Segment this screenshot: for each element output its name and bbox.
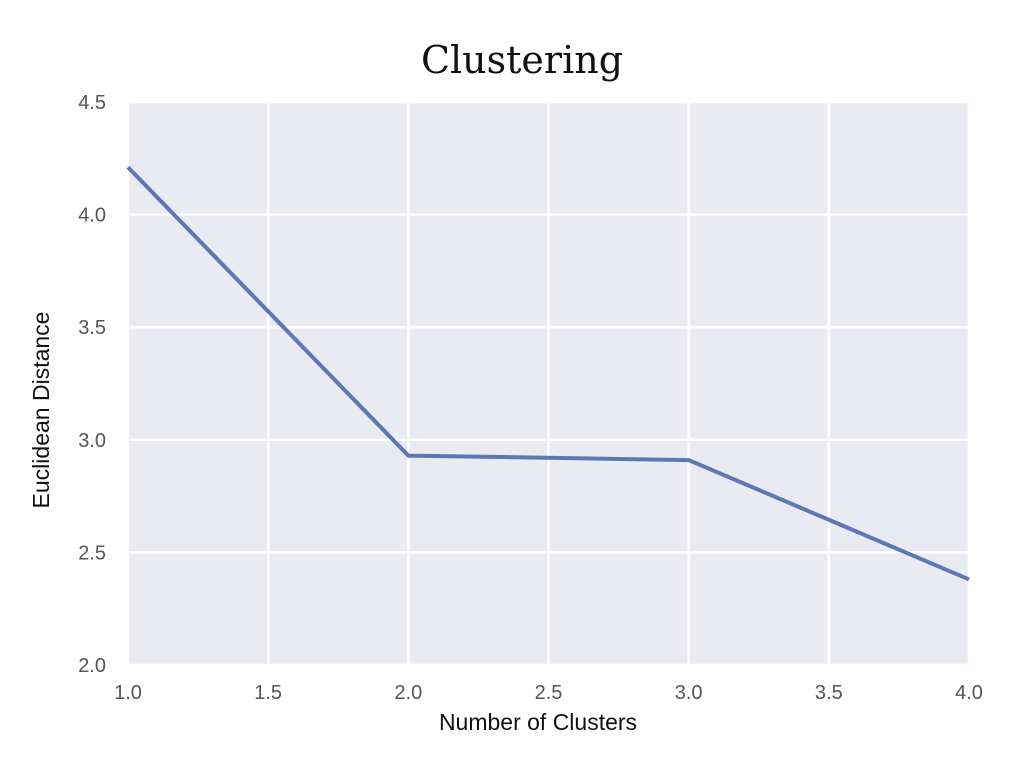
y-tick-label: 3.5 — [78, 317, 106, 339]
x-tick-label: 3.5 — [815, 682, 843, 704]
vertical-gridlines — [126, 102, 971, 665]
x-tick-label: 1.0 — [114, 682, 142, 704]
x-tick-label: 1.5 — [254, 682, 282, 704]
horizontal-gridlines — [128, 100, 969, 667]
x-tick-label: 2.0 — [394, 682, 422, 704]
series-layer — [126, 165, 970, 582]
y-tick-labels: 2.0 2.5 3.0 3.5 4.0 4.5 — [78, 92, 106, 677]
y-tick-label: 2.5 — [78, 542, 106, 564]
x-axis-label: Number of Clusters — [439, 709, 637, 735]
series-line — [126, 165, 970, 582]
chart-title: Clustering — [420, 38, 624, 82]
y-tick-label: 4.5 — [78, 92, 106, 114]
x-tick-label: 4.0 — [955, 682, 983, 704]
y-tick-label: 4.0 — [78, 205, 106, 227]
y-tick-label: 3.0 — [78, 430, 106, 452]
y-tick-label: 2.0 — [78, 655, 106, 677]
y-axis-label: Euclidean Distance — [28, 312, 54, 509]
x-tick-label: 2.5 — [535, 682, 563, 704]
x-tick-labels: 1.0 1.5 2.0 2.5 3.0 3.5 4.0 — [114, 682, 983, 704]
x-tick-label: 3.0 — [675, 682, 703, 704]
